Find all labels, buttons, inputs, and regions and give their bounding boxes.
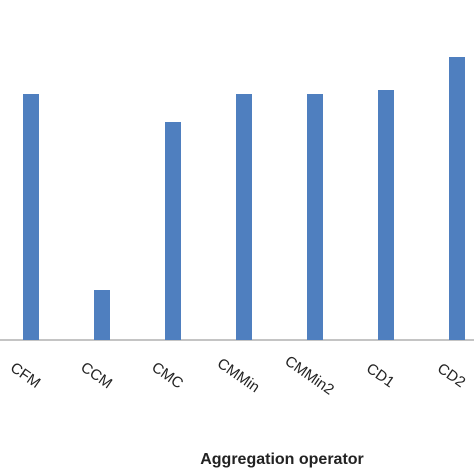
bar <box>236 94 252 340</box>
x-tick-label: CCM <box>77 359 115 393</box>
bar <box>165 122 181 340</box>
x-tick-label: CMC <box>148 359 186 393</box>
x-tick-label: CMMin <box>214 355 263 396</box>
x-tick-label: CMMin2 <box>282 353 337 399</box>
x-tick-label: CD1 <box>363 360 397 391</box>
bar <box>378 90 394 340</box>
bar <box>307 94 323 340</box>
x-axis-title: Aggregation operator <box>200 451 364 468</box>
x-tick-label: CD2 <box>434 360 468 391</box>
bar <box>449 57 465 340</box>
x-tick-label: CFM <box>7 359 43 392</box>
bar <box>23 94 39 340</box>
bar <box>94 290 110 340</box>
